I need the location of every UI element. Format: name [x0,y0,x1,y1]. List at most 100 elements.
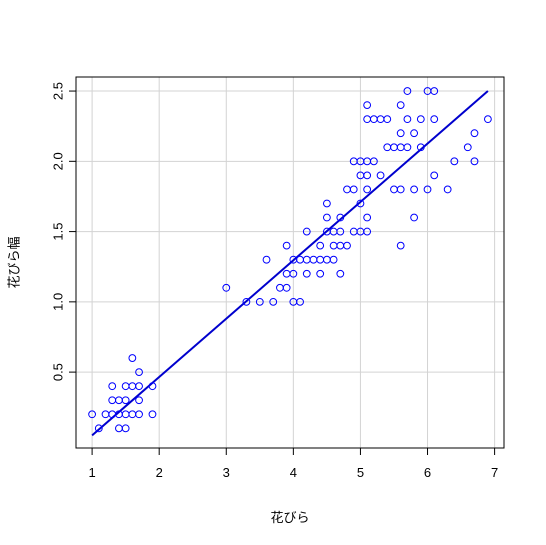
data-point [430,115,439,124]
data-point [296,255,304,264]
data-point [101,410,110,419]
data-point [322,213,331,222]
x-tick-label: 3 [223,465,230,480]
data-point [282,269,291,278]
data-point [463,143,472,152]
data-point [128,382,137,391]
y-axis-label: 花びら幅 [7,236,22,288]
data-point [115,396,123,405]
data-point [135,382,143,391]
data-point [443,185,452,194]
data-point [369,115,378,124]
data-point [363,227,372,236]
data-point [309,255,318,264]
data-point [336,241,345,250]
x-tick-label: 7 [491,465,498,480]
x-tick-label: 2 [156,465,163,480]
data-point [410,185,419,194]
data-point [108,382,117,391]
data-point [396,241,405,250]
regression-line [91,90,489,437]
data-point [135,410,143,419]
data-point [363,171,372,180]
data-point [336,213,345,222]
data-point [135,368,143,377]
data-point [255,297,264,306]
data-point [403,87,412,95]
data-point [376,115,385,124]
data-point [135,396,143,405]
y-tick-label: 1.0 [51,293,66,311]
data-point [410,213,419,222]
data-point [396,101,405,110]
data-point [302,269,311,278]
data-point [383,143,392,152]
data-point [94,424,103,433]
y-tick-label: 2.5 [51,82,66,100]
data-point [316,255,325,264]
data-point [289,269,298,278]
data-point [430,171,439,180]
data-point [343,241,351,250]
data-point [396,129,405,138]
x-tick-label: 6 [424,465,431,480]
x-tick-label: 1 [88,465,95,480]
data-point [336,269,345,278]
data-point [148,410,157,419]
y-axis: 0.5 1.0 1.5 2.0 2.5 [51,82,76,381]
data-point [483,115,492,124]
x-tick-label: 5 [357,465,364,480]
data-point [470,129,479,138]
data-point [322,199,331,208]
data-point [390,143,398,152]
data-point [121,396,130,405]
data-point [410,129,419,138]
data-point [363,115,372,124]
data-point [363,185,372,194]
data-point [316,269,325,278]
data-point [302,255,311,264]
data-point [269,297,278,306]
data-point [363,213,372,222]
data-point [349,185,358,194]
data-point [88,410,97,419]
y-tick-label: 0.5 [51,363,66,381]
data-point [450,157,459,166]
data-point [430,87,439,95]
data-point [115,424,123,433]
data-point [121,410,130,419]
data-point [396,185,405,194]
data-point [282,241,291,250]
data-point [363,101,372,110]
data-point [296,297,304,306]
data-point [343,185,351,194]
data-point [403,143,412,152]
data-point [369,157,378,166]
data-point [222,283,231,292]
y-tick-label: 1.5 [51,223,66,241]
data-point [403,115,412,124]
data-point [376,171,385,180]
data-point [276,283,284,292]
x-tick-label: 4 [290,465,297,480]
data-point [416,143,425,152]
data-point [108,396,117,405]
data-point [128,354,137,362]
data-point [423,185,432,194]
data-point [316,241,325,250]
data-points [88,87,492,433]
data-point [396,143,405,152]
data-point [302,227,311,236]
data-point [121,424,130,433]
data-point [416,115,425,124]
data-point [121,382,130,391]
data-point [148,382,157,391]
data-point [322,255,331,264]
data-point [128,410,137,419]
y-tick-label: 2.0 [51,152,66,170]
data-point [356,199,365,208]
data-point [242,297,251,306]
x-axis: 1 2 3 4 5 6 7 [88,448,498,480]
data-point [329,255,338,264]
